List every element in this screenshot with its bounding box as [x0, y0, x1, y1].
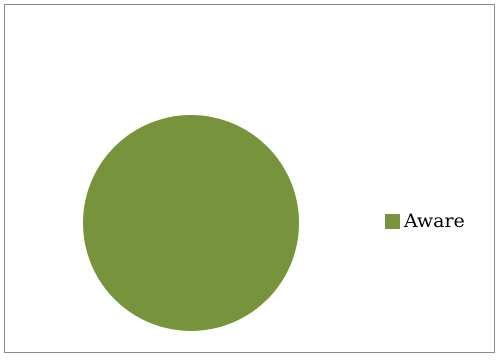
legend-label-aware: Aware [404, 210, 465, 232]
chart-frame: Aware [4, 4, 495, 353]
pie-slice-aware [83, 115, 299, 331]
legend: Aware [385, 212, 465, 231]
legend-swatch-aware [385, 214, 400, 229]
pie-chart [83, 115, 299, 331]
